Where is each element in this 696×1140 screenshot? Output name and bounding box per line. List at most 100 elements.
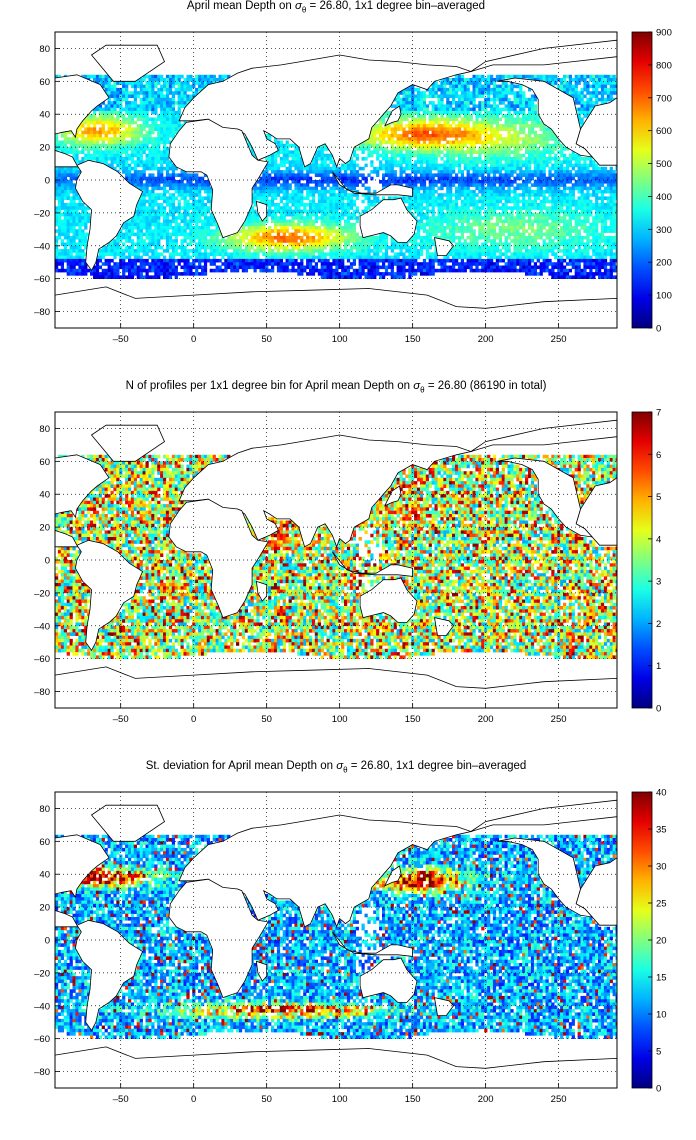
- data-cell: [151, 186, 155, 191]
- data-cell: [449, 127, 453, 131]
- data-cell: [455, 110, 459, 115]
- data-cell: [536, 183, 540, 187]
- data-cell: [460, 110, 465, 115]
- data-cell: [530, 107, 535, 112]
- data-cell: [157, 78, 161, 82]
- data-cell: [528, 219, 532, 224]
- data-cell: [428, 222, 432, 227]
- data-cell: [154, 209, 158, 214]
- data-cell: [198, 87, 202, 92]
- data-cell: [198, 78, 202, 82]
- data-cell: [478, 110, 482, 115]
- data-cell: [163, 196, 167, 200]
- data-cell: [425, 147, 430, 151]
- data-cell: [554, 183, 558, 187]
- data-cell: [490, 117, 494, 122]
- data-cell: [314, 212, 319, 217]
- data-cell: [116, 101, 120, 105]
- data-cell: [163, 127, 167, 131]
- data-cell: [163, 78, 167, 82]
- data-cell: [253, 183, 257, 187]
- data-cell: [142, 219, 146, 224]
- data-cell: [528, 147, 532, 151]
- data-cell: [507, 91, 511, 95]
- data-cell: [466, 117, 470, 122]
- data-cell: [463, 124, 467, 128]
- data-cell: [484, 180, 488, 184]
- data-cell: [548, 216, 552, 220]
- data-cell: [557, 209, 561, 214]
- data-cell: [376, 143, 380, 148]
- data-cell: [449, 143, 453, 148]
- data-cell: [586, 196, 590, 200]
- data-cell: [55, 212, 59, 217]
- data-cell: [557, 160, 561, 164]
- data-cell: [595, 74, 599, 79]
- data-cell: [171, 97, 176, 102]
- data-cell: [463, 137, 467, 141]
- data-cell: [379, 120, 383, 125]
- data-cell: [128, 147, 132, 151]
- data-cell: [405, 137, 409, 141]
- data-cell: [63, 170, 68, 174]
- data-cell: [163, 212, 167, 217]
- data-cell: [60, 150, 65, 154]
- data-cell: [457, 183, 462, 187]
- data-cell: [586, 157, 590, 161]
- data-cell: [484, 157, 488, 161]
- data-cell: [268, 203, 272, 207]
- data-cell: [428, 127, 432, 131]
- data-cell: [352, 186, 357, 191]
- data-cell: [528, 209, 532, 214]
- data-cell: [75, 153, 79, 158]
- data-cell: [513, 110, 517, 115]
- data-cell: [592, 84, 596, 89]
- data-cell: [335, 199, 339, 204]
- data-cell: [600, 97, 605, 102]
- data-cell: [443, 163, 447, 168]
- data-cell: [57, 189, 62, 194]
- data-cell: [603, 74, 608, 79]
- data-cell: [346, 183, 351, 187]
- data-cell: [452, 150, 456, 154]
- data-cell: [125, 153, 129, 158]
- data-cell: [306, 196, 310, 200]
- data-cell: [609, 222, 613, 227]
- data-cell: [107, 150, 111, 154]
- data-cell: [565, 199, 570, 204]
- data-cell: [539, 226, 543, 230]
- data-cell: [513, 157, 517, 161]
- data-cell: [396, 176, 400, 181]
- data-cell: [139, 107, 143, 112]
- data-cell: [580, 120, 584, 125]
- data-cell: [557, 84, 561, 89]
- data-cell: [490, 140, 494, 145]
- data-cell: [513, 206, 517, 210]
- data-cell: [469, 160, 473, 164]
- data-cell: [598, 183, 602, 187]
- data-cell: [145, 97, 149, 102]
- data-cell: [361, 176, 365, 181]
- data-cell: [282, 186, 286, 191]
- data-cell: [364, 163, 368, 168]
- data-cell: [268, 160, 272, 164]
- data-cell: [55, 216, 59, 220]
- data-cell: [294, 173, 298, 177]
- data-cell: [311, 186, 316, 191]
- data-cell: [545, 127, 549, 131]
- data-cell: [481, 84, 485, 89]
- data-cell: [586, 219, 590, 224]
- data-cell: [171, 130, 176, 135]
- data-cell: [265, 173, 269, 177]
- data-cell: [279, 176, 284, 181]
- data-cell: [522, 216, 526, 220]
- data-cell: [186, 74, 190, 79]
- data-cell: [481, 117, 485, 122]
- data-cell: [55, 137, 59, 141]
- data-cell: [449, 163, 453, 168]
- data-cell: [133, 104, 138, 108]
- data-cell: [583, 94, 587, 99]
- data-cell: [475, 134, 479, 138]
- data-cell: [189, 87, 193, 92]
- data-cell: [501, 81, 505, 85]
